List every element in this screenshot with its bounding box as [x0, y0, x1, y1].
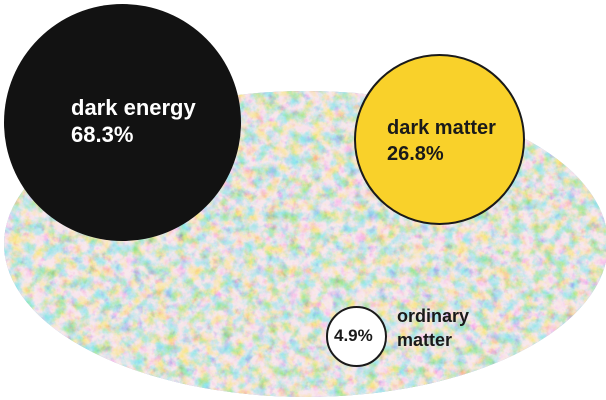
ordinary-matter-label-line1: ordinary [397, 306, 470, 326]
dark-energy-label: dark energy [71, 95, 196, 120]
ordinary-matter-bubble [326, 306, 387, 367]
ordinary-matter-label-line2: matter [397, 330, 453, 350]
dark-matter-percent: 26.8% [387, 143, 444, 165]
dark-matter-label: dark matter [387, 117, 496, 139]
dark-energy-percent: 68.3% [71, 122, 134, 147]
ordinary-matter-percent: 4.9% [334, 326, 373, 345]
dark-matter-bubble [354, 54, 525, 225]
dark-energy-bubble [4, 4, 241, 241]
